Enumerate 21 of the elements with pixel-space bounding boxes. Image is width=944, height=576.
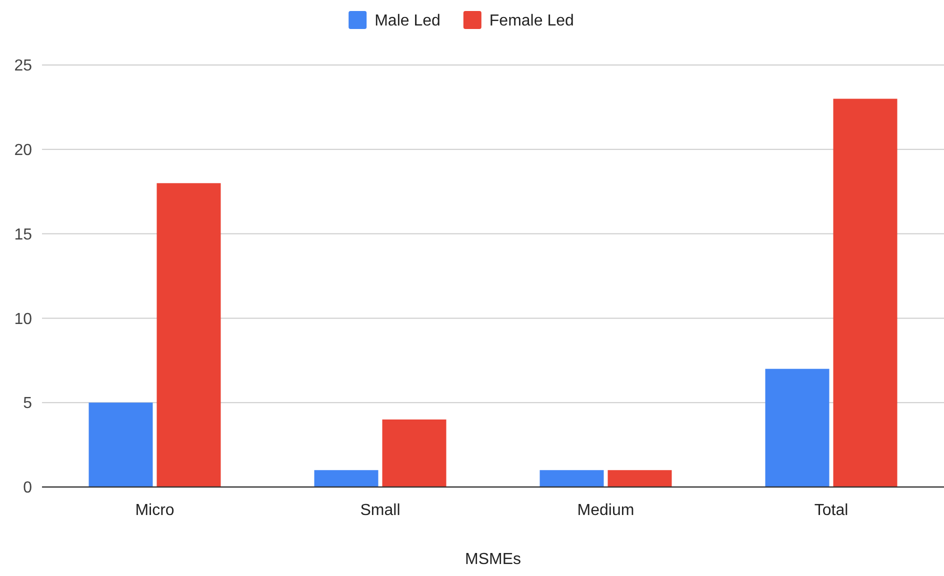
y-tick-label: 20 <box>14 142 32 159</box>
x-axis-title: MSMEs <box>465 551 521 568</box>
legend-label: Male Led <box>374 12 440 30</box>
y-tick-label: 5 <box>23 395 32 412</box>
bar <box>833 98 898 487</box>
x-tick-label: Micro <box>135 502 174 519</box>
bar <box>88 402 153 487</box>
bar <box>314 470 378 487</box>
bar <box>540 470 604 487</box>
bar <box>765 368 830 487</box>
bar <box>382 419 446 487</box>
y-tick-label: 15 <box>14 226 32 244</box>
y-tick-label: 25 <box>14 58 32 75</box>
x-tick-label: Total <box>814 502 848 519</box>
bar <box>156 183 221 487</box>
y-tick-label: 10 <box>14 310 32 328</box>
x-tick-label: Small <box>360 502 400 519</box>
legend-label: Female Led <box>489 12 574 30</box>
bar <box>608 470 672 487</box>
x-tick-label: Medium <box>577 502 634 519</box>
y-tick-label: 0 <box>23 480 32 497</box>
